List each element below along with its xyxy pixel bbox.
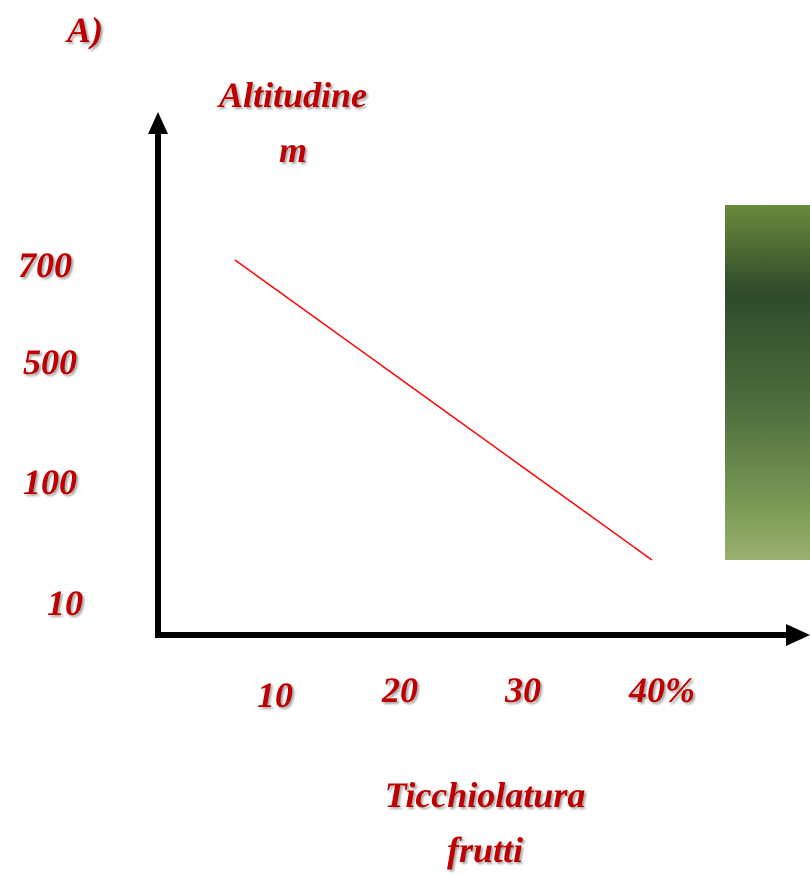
y-axis-title: Altitudine xyxy=(219,77,367,113)
x-tick-label: 30 xyxy=(505,672,541,708)
trend-line xyxy=(235,260,652,560)
x-axis-arrow xyxy=(786,624,810,646)
y-tick-label: 100 xyxy=(23,464,77,500)
y-tick-label: 700 xyxy=(18,247,72,283)
x-axis-title: frutti xyxy=(447,832,523,868)
x-tick-label: 10 xyxy=(257,677,293,713)
photo xyxy=(725,205,810,560)
slide: A) Altitudine m 700 500 100 10 10 20 30 … xyxy=(0,0,810,875)
panel-label: A) xyxy=(67,12,103,48)
x-tick-label: 20 xyxy=(382,672,418,708)
y-axis-arrow xyxy=(148,112,168,134)
y-axis-title: m xyxy=(279,132,307,168)
x-tick-label: 40% xyxy=(629,672,695,708)
diagram xyxy=(0,0,810,875)
y-tick-label: 10 xyxy=(47,585,83,621)
x-axis-title: Ticchiolatura xyxy=(385,777,586,813)
y-tick-label: 500 xyxy=(23,344,77,380)
